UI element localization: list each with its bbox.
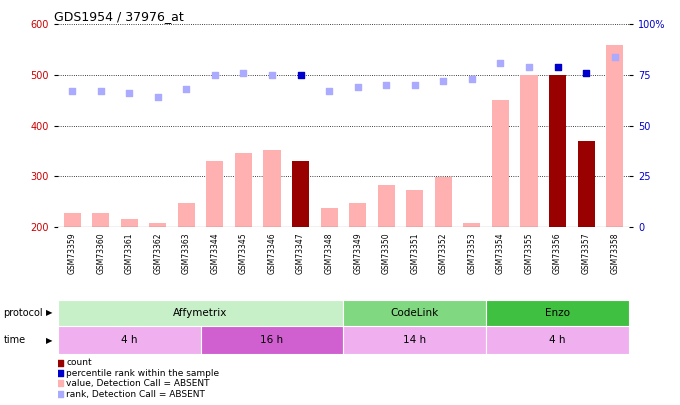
Point — [181, 86, 192, 92]
Text: ▶: ▶ — [46, 336, 52, 345]
Text: 4 h: 4 h — [549, 335, 566, 345]
Text: 14 h: 14 h — [403, 335, 426, 345]
Point — [552, 64, 563, 70]
Bar — [486, 300, 629, 326]
Text: GSM73350: GSM73350 — [381, 232, 391, 274]
Point — [238, 70, 249, 76]
Text: GSM73352: GSM73352 — [439, 232, 448, 274]
Text: GSM73361: GSM73361 — [124, 232, 134, 274]
Text: GDS1954 / 37976_at: GDS1954 / 37976_at — [54, 10, 184, 23]
Point — [352, 84, 363, 90]
Bar — [292, 161, 309, 227]
Text: percentile rank within the sample: percentile rank within the sample — [67, 369, 220, 377]
Point — [95, 88, 106, 94]
Text: GSM73345: GSM73345 — [239, 232, 248, 274]
Point — [209, 72, 220, 78]
Bar — [486, 326, 629, 354]
Bar — [58, 300, 343, 326]
Bar — [577, 141, 595, 227]
Text: GSM73356: GSM73356 — [553, 232, 562, 274]
Point — [495, 60, 506, 66]
Bar — [406, 190, 424, 227]
Point — [381, 82, 392, 88]
Bar — [63, 213, 81, 227]
Bar — [263, 150, 281, 227]
Point — [581, 70, 592, 76]
Text: GSM73360: GSM73360 — [96, 232, 105, 274]
Text: protocol: protocol — [3, 308, 43, 318]
Bar — [206, 161, 224, 227]
Text: 16 h: 16 h — [260, 335, 284, 345]
Text: count: count — [67, 358, 92, 367]
Bar — [549, 75, 566, 227]
Text: GSM73362: GSM73362 — [153, 232, 163, 274]
Point — [295, 72, 306, 78]
Bar — [58, 326, 201, 354]
Point — [239, 27, 250, 34]
Text: GSM73363: GSM73363 — [182, 232, 191, 274]
Bar — [235, 153, 252, 227]
Text: Affymetrix: Affymetrix — [173, 308, 228, 318]
Point — [239, 315, 250, 322]
Point — [67, 88, 78, 94]
Point — [239, 120, 250, 127]
Text: GSM73354: GSM73354 — [496, 232, 505, 274]
Bar — [120, 219, 138, 227]
Point — [609, 53, 620, 60]
Point — [409, 82, 420, 88]
Bar — [320, 207, 338, 227]
Bar — [435, 177, 452, 227]
Text: GSM73348: GSM73348 — [324, 232, 334, 274]
Text: GSM73353: GSM73353 — [467, 232, 477, 274]
Text: time: time — [3, 335, 26, 345]
Text: GSM73357: GSM73357 — [581, 232, 591, 274]
Text: GSM73344: GSM73344 — [210, 232, 220, 274]
Bar — [343, 326, 486, 354]
Text: rank, Detection Call = ABSENT: rank, Detection Call = ABSENT — [67, 390, 205, 399]
Bar — [343, 300, 486, 326]
Text: GSM73346: GSM73346 — [267, 232, 277, 274]
Text: GSM73355: GSM73355 — [524, 232, 534, 274]
Bar — [201, 326, 343, 354]
Bar — [606, 45, 624, 227]
Bar — [520, 75, 538, 227]
Text: GSM73347: GSM73347 — [296, 232, 305, 274]
Point — [324, 88, 335, 94]
Point — [239, 213, 250, 220]
Bar — [463, 223, 481, 227]
Bar — [177, 202, 195, 227]
Text: Enzo: Enzo — [545, 308, 570, 318]
Text: 4 h: 4 h — [121, 335, 137, 345]
Text: ▶: ▶ — [46, 308, 52, 318]
Text: GSM73349: GSM73349 — [353, 232, 362, 274]
Point — [438, 78, 449, 84]
Text: value, Detection Call = ABSENT: value, Detection Call = ABSENT — [67, 379, 210, 388]
Point — [267, 72, 277, 78]
Text: GSM73351: GSM73351 — [410, 232, 420, 274]
Bar — [377, 185, 395, 227]
Point — [466, 76, 477, 82]
Bar — [492, 100, 509, 227]
Point — [124, 90, 135, 96]
Text: GSM73359: GSM73359 — [67, 232, 77, 274]
Point — [524, 64, 534, 70]
Text: CodeLink: CodeLink — [391, 308, 439, 318]
Text: GSM73358: GSM73358 — [610, 232, 619, 274]
Bar — [92, 213, 109, 227]
Point — [152, 94, 163, 100]
Bar — [149, 223, 167, 227]
Bar — [349, 202, 367, 227]
